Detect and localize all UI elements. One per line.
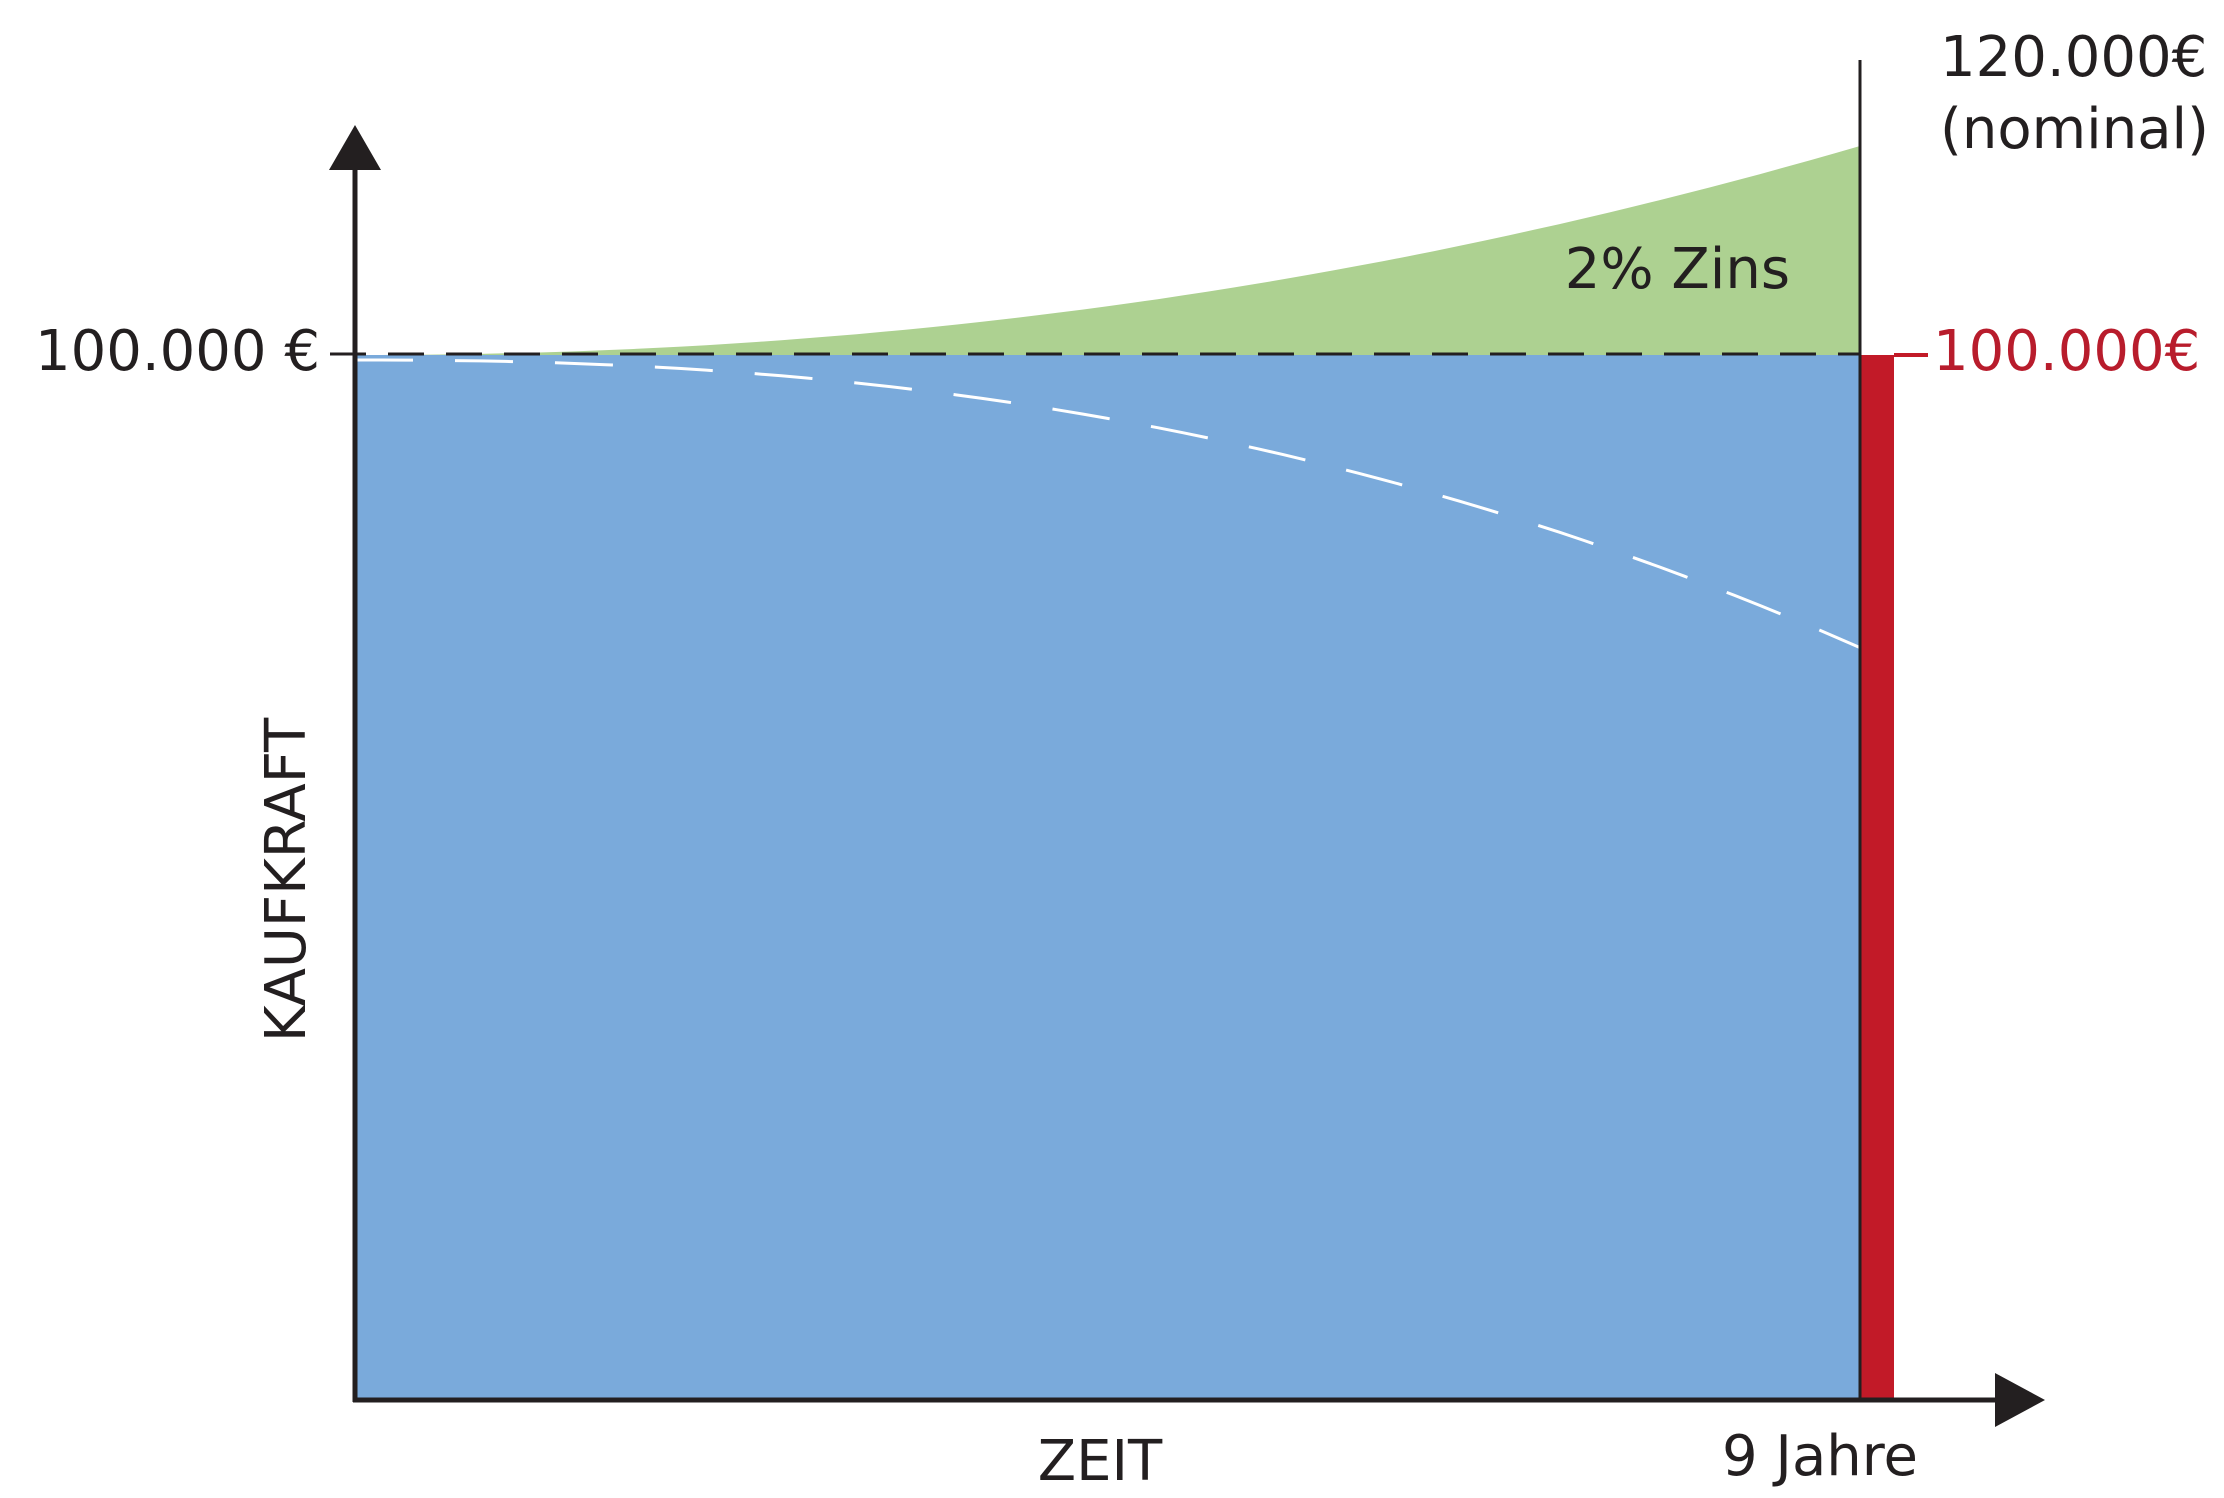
- interest-area: [355, 146, 1860, 355]
- baseline-label-left: 100.000 €: [35, 319, 320, 384]
- purchasing-power-area: [355, 355, 1860, 1400]
- nominal-value-bar: [1860, 355, 1894, 1400]
- interest-area-label: 2% Zins: [1565, 237, 1790, 302]
- nominal-value-label: 120.000€: [1940, 25, 2207, 90]
- x-axis-end-label: 9 Jahre: [1722, 1424, 1918, 1489]
- x-axis-label: ZEIT: [1038, 1429, 1163, 1494]
- x-axis-arrow-icon: [1995, 1373, 2045, 1427]
- baseline-label-right: 100.000€: [1933, 319, 2200, 384]
- y-axis-arrow-icon: [329, 125, 381, 170]
- y-axis-label: KAUFKRAFT: [254, 717, 319, 1042]
- purchasing-power-dashed-curve: [355, 358, 1861, 649]
- nominal-caption: (nominal): [1940, 97, 2209, 162]
